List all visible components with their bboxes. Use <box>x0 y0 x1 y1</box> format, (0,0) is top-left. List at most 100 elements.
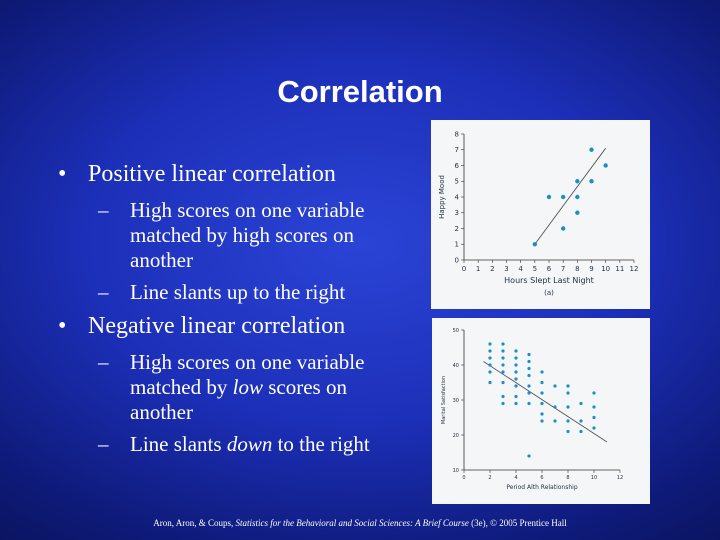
x-tick-label: 10 <box>591 475 597 481</box>
data-point <box>603 163 608 168</box>
y-tick-label: 6 <box>455 162 460 170</box>
data-point <box>501 370 505 374</box>
x-tick-label: 9 <box>589 265 593 273</box>
x-tick-label: 12 <box>630 265 639 273</box>
data-point <box>514 384 518 388</box>
data-point <box>527 384 531 388</box>
data-point <box>514 401 518 406</box>
data-point <box>514 356 518 360</box>
data-point <box>589 147 594 152</box>
data-point <box>546 194 552 200</box>
sub-bullet-text-post: to the right <box>272 432 370 456</box>
bullet-negative-label: Negative linear correlation <box>88 313 346 339</box>
data-point <box>501 349 505 353</box>
dash-symbol: – <box>98 198 109 222</box>
y-axis-label: Happy Mood <box>438 175 446 219</box>
y-tick-label: 0 <box>455 256 459 264</box>
dash-symbol: – <box>98 350 109 374</box>
y-tick-label: 30 <box>453 398 459 404</box>
sub-bullet-text: High scores on one variable matched by l… <box>130 350 410 425</box>
data-point <box>566 391 570 395</box>
x-tick-label: 7 <box>561 265 565 273</box>
data-point <box>592 415 596 420</box>
y-tick-label: 20 <box>453 433 459 439</box>
x-tick-label: 1 <box>476 265 480 273</box>
x-tick-label: 3 <box>504 265 508 273</box>
data-point <box>501 363 505 367</box>
x-axis-label: Period Alth Relationship <box>506 484 577 491</box>
data-point <box>527 373 531 378</box>
bullet-symbol: • <box>58 161 67 187</box>
sub-bullet-text-pre: Line slants up to the right <box>130 280 346 304</box>
slide-title: Correlation <box>0 74 720 110</box>
y-tick-label: 7 <box>455 146 459 154</box>
data-point <box>540 391 544 395</box>
trend-line <box>534 147 607 245</box>
y-tick-label: 2 <box>455 225 459 233</box>
data-point <box>553 405 557 409</box>
data-point <box>514 363 518 367</box>
data-point <box>575 179 580 184</box>
data-point <box>579 401 583 406</box>
x-tick-label: 12 <box>617 475 623 481</box>
y-tick-label: 40 <box>453 363 459 369</box>
data-point <box>501 356 505 360</box>
sub-bullet-text-em: down <box>226 432 273 456</box>
y-tick-label: 4 <box>455 193 460 201</box>
x-axis-label: Hours Slept Last Night <box>504 276 594 285</box>
sub-bullet-text-pre: Line slants <box>130 432 227 456</box>
data-point <box>488 349 492 353</box>
data-point <box>540 412 544 416</box>
y-tick-label: 10 <box>453 468 459 474</box>
data-point <box>592 391 596 395</box>
negative-scatter-svg: 0 2 4 6 8 10 12 10 20 30 40 50 Period Alth Relations… <box>441 328 623 491</box>
sub-bullet-text-pre: High scores on one variable matched by h… <box>130 198 365 272</box>
x-tick-label: 5 <box>533 265 537 273</box>
slide-title-text: Correlation <box>277 74 443 109</box>
data-point <box>488 356 492 360</box>
citation-pre: Aron, Aron, & Coups, <box>153 518 236 528</box>
dash-symbol: – <box>98 280 109 304</box>
data-point <box>527 401 531 406</box>
data-point <box>488 370 492 374</box>
sub-bullet-text-em: low <box>232 375 263 399</box>
data-point <box>540 401 544 406</box>
data-point <box>592 405 596 409</box>
citation-footer: Aron, Aron, & Coups, Statistics for the … <box>0 518 720 528</box>
x-tick-label: 11 <box>615 265 624 273</box>
x-tick-label: 0 <box>462 475 465 481</box>
data-point <box>579 419 583 423</box>
data-point <box>527 359 531 364</box>
data-point <box>532 242 538 247</box>
x-tick-label: 2 <box>488 475 491 481</box>
sub-bullet-text: Line slants up to the right <box>130 280 410 305</box>
data-point <box>566 405 570 409</box>
y-tick-label: 50 <box>453 328 459 334</box>
bullet-positive-label: Positive linear correlation <box>88 161 336 187</box>
data-point <box>553 419 557 423</box>
trend-line <box>483 361 608 443</box>
data-point <box>560 194 566 200</box>
sub-bullet-text-pre: High scores on one variable matched by <box>130 350 365 399</box>
x-tick-label: 4 <box>514 475 517 481</box>
y-tick-label: 5 <box>455 178 459 186</box>
data-point <box>488 342 492 346</box>
data-point <box>501 342 505 346</box>
data-point <box>527 454 531 458</box>
data-point <box>579 429 583 434</box>
x-tick-label: 6 <box>540 475 543 481</box>
x-tick-label: 4 <box>518 265 523 273</box>
data-point <box>575 194 580 200</box>
data-point <box>488 363 492 367</box>
positive-scatter-chart: 0 1 2 3 4 5 6 7 8 9 10 11 12 0 1 2 3 4 5 6 7 8 Hours Slept Las… <box>431 120 650 309</box>
x-tick-label: 6 <box>547 265 552 273</box>
data-point <box>540 419 544 423</box>
data-point <box>514 377 518 381</box>
sub-bullet-text: Line slants down to the right <box>130 432 450 457</box>
data-point <box>566 384 570 388</box>
x-tick-label: 8 <box>575 265 579 273</box>
data-point <box>560 226 566 231</box>
citation-book-title: Statistics for the Behavioral and Social… <box>235 518 469 528</box>
sub-bullet-text: High scores on one variable matched by h… <box>130 198 410 273</box>
